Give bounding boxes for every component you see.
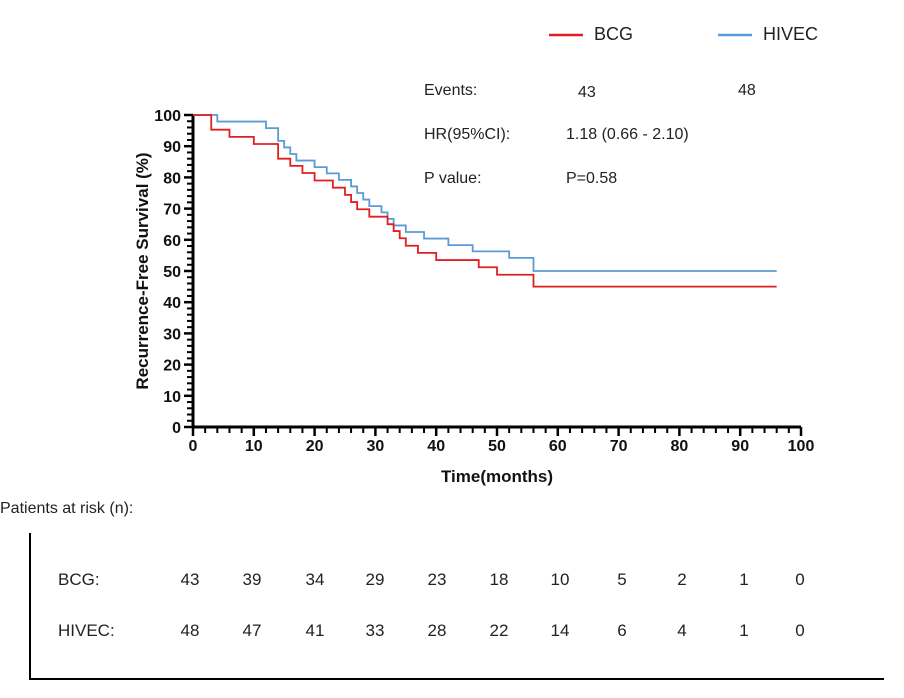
p-value-label: P value: — [424, 170, 482, 187]
hr-value: 1.18 (0.66 - 2.10) — [566, 126, 689, 143]
risk-cell: 18 — [489, 570, 509, 589]
risk-cell: 5 — [617, 570, 627, 589]
y-axis-label: Recurrence-Free Survival (%) — [133, 152, 152, 389]
y-tick-label: 70 — [163, 202, 181, 219]
y-tick-label: 30 — [163, 326, 181, 343]
x-tick-label: 60 — [549, 438, 567, 455]
y-tick-label: 100 — [154, 108, 181, 125]
y-tick-label: 80 — [163, 170, 181, 187]
risk-table-title: Patients at risk (n): — [0, 500, 134, 517]
events-hivec: 48 — [738, 82, 756, 99]
x-tick-label: 0 — [189, 438, 198, 455]
risk-cell: 0 — [795, 621, 805, 640]
risk-cell: 23 — [427, 570, 447, 589]
y-tick-label: 20 — [163, 358, 181, 375]
events-label: Events: — [424, 82, 478, 99]
risk-cell: 1 — [739, 621, 749, 640]
x-tick-label: 80 — [671, 438, 689, 455]
x-tick-label: 50 — [488, 438, 506, 455]
risk-cell: 10 — [550, 570, 570, 589]
y-tick-label: 50 — [163, 264, 181, 281]
risk-cell: 47 — [242, 621, 262, 640]
y-tick-label: 40 — [163, 295, 181, 312]
survival-curve-hivec — [193, 114, 777, 272]
x-tick-label: 90 — [731, 438, 749, 455]
p-value: P=0.58 — [566, 170, 618, 187]
y-tick-label: 0 — [172, 420, 181, 437]
risk-cell: 33 — [365, 621, 385, 640]
risk-cell: 6 — [617, 621, 627, 640]
risk-cell: 29 — [365, 570, 385, 589]
x-tick-label: 10 — [245, 438, 263, 455]
risk-row-label-bcg: BCG: — [58, 570, 100, 589]
y-tick-label: 60 — [163, 233, 181, 250]
risk-cell: 34 — [305, 570, 325, 589]
risk-table-bottom-border — [29, 678, 884, 680]
risk-cell: 43 — [180, 570, 200, 589]
y-tick-label: 90 — [163, 139, 181, 156]
axis-ticks: 0 10 20 30 40 50 60 70 80 90 100 0 10 20 30 40 50 60 70 80 9… — [154, 108, 814, 455]
hr-label: HR(95%CI): — [424, 126, 511, 143]
risk-cell: 4 — [677, 621, 687, 640]
legend-label-bcg: BCG — [594, 24, 634, 44]
risk-cell: 22 — [489, 621, 509, 640]
survival-curve-bcg — [193, 114, 777, 288]
risk-cell: 39 — [242, 570, 262, 589]
risk-cell: 28 — [427, 621, 447, 640]
x-axis-label: Time(months) — [441, 467, 553, 486]
risk-cell: 1 — [739, 570, 749, 589]
risk-cell: 0 — [795, 570, 805, 589]
survival-curves — [193, 114, 777, 288]
risk-row-label-hivec: HIVEC: — [58, 621, 115, 640]
x-tick-label: 30 — [367, 438, 385, 455]
legend-label-hivec: HIVEC — [763, 24, 819, 44]
x-tick-label: 40 — [427, 438, 445, 455]
x-tick-label: 20 — [306, 438, 324, 455]
risk-cell: 48 — [180, 621, 200, 640]
risk-cell: 41 — [305, 621, 325, 640]
risk-cell: 14 — [550, 621, 570, 640]
risk-table-left-border — [29, 533, 31, 680]
risk-cell: 2 — [677, 570, 687, 589]
x-tick-label: 100 — [788, 438, 815, 455]
x-tick-label: 70 — [610, 438, 628, 455]
y-tick-label: 10 — [163, 389, 181, 406]
events-bcg: 43 — [578, 84, 596, 101]
